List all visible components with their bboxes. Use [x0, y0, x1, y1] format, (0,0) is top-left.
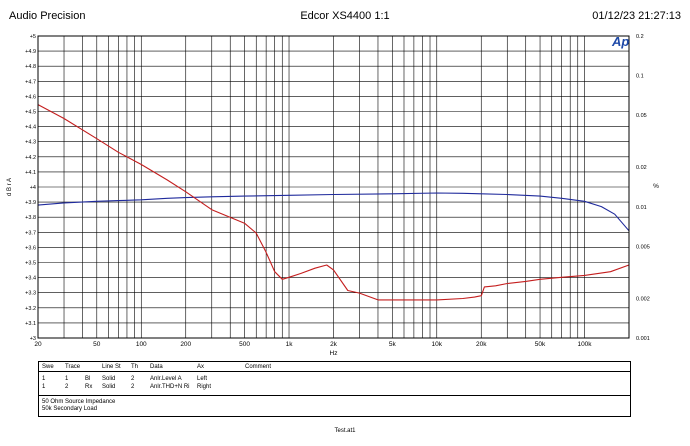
header-cell: Comment: [245, 364, 272, 370]
row-cell: Anlr.Level A: [150, 376, 182, 382]
left-tick-label: +3.3: [25, 291, 36, 297]
row-cell: 2: [131, 376, 135, 382]
left-tick-label: +3.9: [25, 200, 36, 206]
left-tick-label: +4.8: [25, 64, 36, 70]
left-tick-label: +4.4: [25, 125, 36, 131]
trace-table: Swe Trace Line St Th Data Ax Comment 1 1…: [38, 361, 631, 396]
x-tick-label: 500: [239, 341, 250, 348]
grid-lines: [37, 35, 630, 339]
left-tick-label: +4.6: [25, 94, 36, 100]
x-tick-label: 5k: [389, 341, 397, 348]
left-tick-label: +3.1: [25, 321, 36, 327]
header-cell: Ax: [197, 364, 205, 370]
ap-logo-text: Ap: [611, 34, 629, 49]
left-tick-label: +4.5: [25, 110, 36, 116]
left-tick-label: +4.3: [25, 140, 36, 146]
left-tick-label: +3.5: [25, 261, 36, 267]
left-tick-label: +3: [30, 336, 36, 342]
row-cell: Left: [197, 376, 208, 382]
left-tick-label: +4.9: [25, 49, 36, 55]
row-cell: 2: [65, 384, 69, 390]
x-tick-label: 2k: [330, 341, 338, 348]
timestamp: 01/12/23 21:27:13: [592, 10, 681, 22]
chart-marks: 20 50 100 200 500 1k 2k 5k 10k 20k 50k 100k Hz +3 +3.1…: [7, 34, 659, 357]
footer-filename: Test.at1: [334, 428, 356, 434]
header-cell: Th: [131, 364, 139, 370]
left-tick-label: +3.7: [25, 230, 36, 236]
x-tick-label: 100k: [577, 341, 592, 348]
x-tick-label: 20: [34, 341, 42, 348]
right-tick-label: 0.1: [636, 74, 644, 80]
row-cell: Right: [197, 384, 212, 390]
x-tick-label: 10k: [432, 341, 443, 348]
row-cell: Rx: [85, 384, 93, 390]
x-tick-label: 1k: [286, 341, 294, 348]
table-row: 1 2 Rx Solid 2 Anlr.THD+N Ri Right: [39, 383, 630, 391]
plot-frame: [37, 35, 630, 339]
right-tick-label: 0.001: [636, 336, 650, 342]
header-cell: Data: [150, 364, 163, 370]
note-line: 50k Secondary Load: [42, 406, 98, 412]
chart-title: Edcor XS4400 1:1: [300, 10, 390, 22]
row-cell: Solid: [102, 384, 116, 390]
note-line: 50 Ohm Source Impedance: [42, 399, 116, 405]
right-tick-label: 0.01: [636, 205, 647, 211]
left-tick-label: +5: [30, 34, 36, 40]
row-cell: 1: [42, 376, 46, 382]
notes-box: 50 Ohm Source Impedance 50k Secondary Lo…: [38, 395, 631, 417]
row-cell: 1: [65, 376, 69, 382]
x-tick-label: 200: [180, 341, 191, 348]
right-tick-label: 0.005: [636, 244, 650, 250]
left-axis-label: d B r A: [7, 178, 13, 196]
right-axis-label: %: [653, 183, 659, 190]
right-tick-label: 0.002: [636, 296, 650, 302]
header-cell: Swe: [42, 364, 54, 370]
row-cell: 1: [42, 384, 46, 390]
row-cell: Anlr.THD+N Ri: [150, 384, 190, 390]
right-tick-label: 0.05: [636, 113, 647, 119]
left-tick-label: +4: [30, 185, 36, 191]
left-tick-label: +3.6: [25, 245, 36, 251]
left-tick-label: +4.1: [25, 170, 36, 176]
right-tick-label: 0.02: [636, 165, 647, 171]
table-row: 1 1 Bl Solid 2 Anlr.Level A Left: [39, 375, 630, 383]
x-tick-label: 100: [136, 341, 147, 348]
left-tick-label: +4.7: [25, 79, 36, 85]
header-cell: Trace: [65, 364, 81, 370]
left-tick-label: +3.2: [25, 306, 36, 312]
ap-logo-icon: Ap: [611, 34, 629, 49]
series-line-2: [37, 104, 630, 301]
x-axis-label: Hz: [330, 350, 338, 357]
right-tick-label: 0.2: [636, 34, 644, 40]
x-tick-label: 20k: [476, 341, 487, 348]
x-tick-label: 50: [93, 341, 101, 348]
trace-table-header: Swe Trace Line St Th Data Ax Comment: [39, 363, 630, 372]
left-tick-label: +3.8: [25, 215, 36, 221]
left-tick-label: +3.4: [25, 276, 36, 282]
row-cell: Bl: [85, 376, 91, 382]
header-cell: Line St: [102, 364, 121, 370]
series-line-1: [37, 192, 630, 232]
app-title: Audio Precision: [9, 10, 86, 22]
row-cell: 2: [131, 384, 135, 390]
row-cell: Solid: [102, 376, 116, 382]
left-tick-label: +4.2: [25, 155, 36, 161]
x-tick-label: 50k: [535, 341, 546, 348]
